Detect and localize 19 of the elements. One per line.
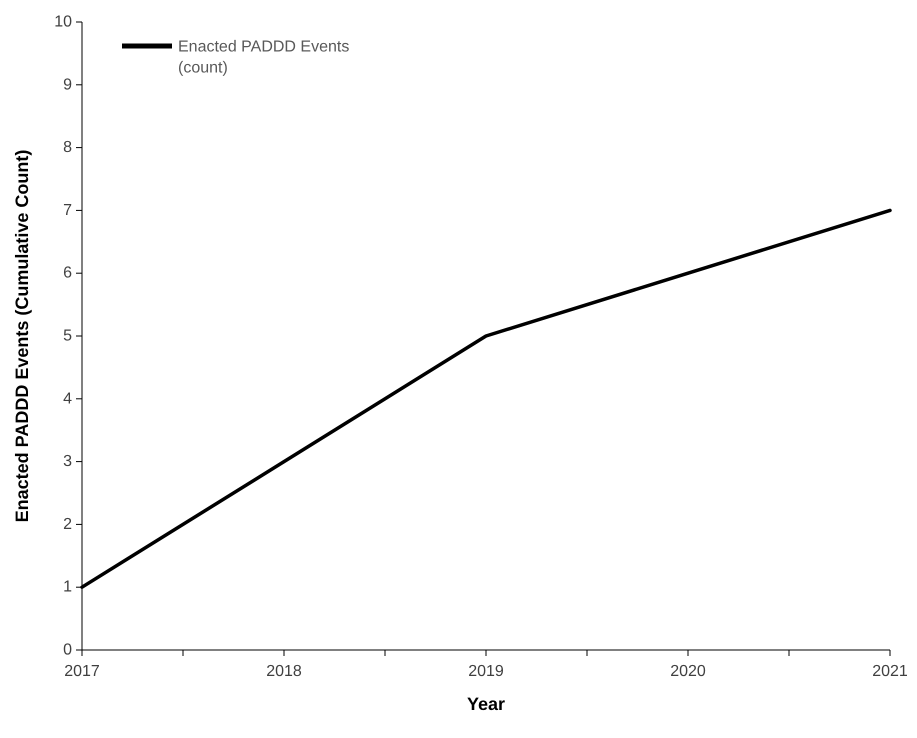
x-tick-label: 2021 (872, 663, 908, 680)
x-axis-title: Year (466, 694, 506, 714)
x-tick-label: 2019 (468, 663, 504, 680)
x-tick-label: 2018 (266, 663, 302, 680)
y-tick-label: 4 (63, 390, 72, 408)
legend-label: Enacted PADDD Events (count) (178, 38, 350, 76)
y-tick-label: 5 (63, 328, 72, 344)
y-tick-label: 0 (63, 642, 72, 658)
y-tick-label: 3 (63, 453, 72, 470)
x-tick-label: 2017 (64, 663, 100, 680)
y-tick-label: 8 (63, 139, 72, 156)
y-tick-label: 1 (63, 578, 72, 596)
y-axis-title: Enacted PADDD Events (Cumulative Count) (12, 150, 32, 522)
y-tick-label: 6 (63, 264, 72, 282)
y-tick-label: 9 (63, 76, 72, 94)
y-tick-label: 10 (54, 14, 72, 30)
x-tick-label: 2020 (670, 663, 706, 680)
y-tick-label: 2 (63, 516, 72, 533)
y-tick-label: 7 (63, 202, 72, 219)
